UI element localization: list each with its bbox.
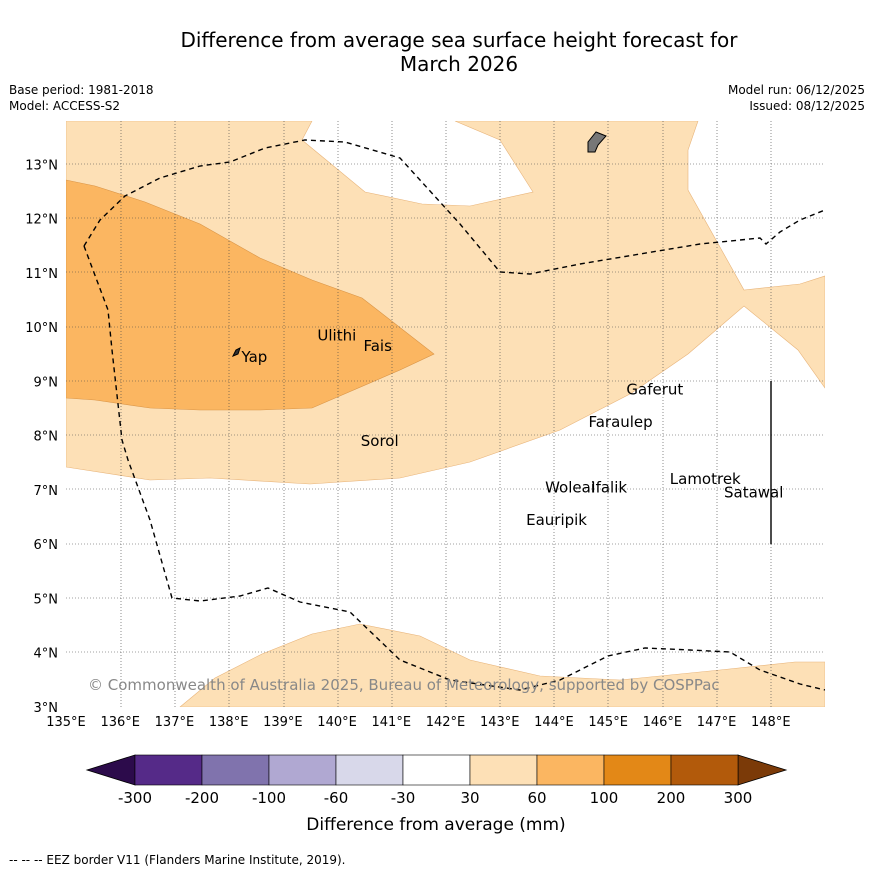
lon-tick-label: 147°E — [697, 715, 737, 730]
place-label-lamotrek: Lamotrek — [670, 470, 741, 488]
left-metadata: Base period: 1981-2018 Model: ACCESS-S2 — [9, 82, 154, 114]
longitude-tick-labels: 135°E 136°E 137°E 138°E 139°E 140°E 141°E 142°E… — [46, 715, 790, 730]
lon-tick-label: 139°E — [263, 715, 303, 730]
yap-island-shape — [231, 347, 241, 357]
right-metadata: Model run: 06/12/2025 Issued: 08/12/2025 — [728, 82, 865, 114]
colorbar-tick-label: 60 — [527, 789, 546, 807]
title-line-2: March 2026 — [399, 52, 519, 76]
lon-tick-label: 140°E — [317, 715, 357, 730]
chart-title: Difference from average sea surface heig… — [0, 28, 873, 76]
lat-tick-label: 6°N — [34, 538, 59, 553]
model-name: Model: ACCESS-S2 — [9, 99, 121, 113]
colorbar-tick-label: 30 — [460, 789, 479, 807]
lon-tick-label: 136°E — [100, 715, 140, 730]
lat-tick-label: 11°N — [25, 267, 58, 282]
colorbar-tick-label: -300 — [118, 789, 152, 807]
lon-tick-label: 142°E — [426, 715, 466, 730]
model-run: Model run: 06/12/2025 — [727, 83, 865, 97]
colorbar-tick-label: -30 — [391, 789, 416, 807]
anomaly-60-100-region — [66, 179, 435, 411]
lat-tick-label: 12°N — [25, 213, 58, 228]
place-label-fais: Fais — [363, 337, 392, 355]
colorbar-tick-label: -200 — [185, 789, 219, 807]
colorbar-segment — [603, 754, 672, 786]
colorbar-under-arrow — [85, 754, 136, 786]
colorbar-tick-label: 100 — [590, 789, 619, 807]
colorbar-segment — [536, 754, 605, 786]
colorbar-segment — [268, 754, 337, 786]
lon-tick-label: 148°E — [751, 715, 791, 730]
colorbar-tick-label: -60 — [324, 789, 349, 807]
colorbar-segment — [335, 754, 404, 786]
lon-tick-label: 138°E — [209, 715, 249, 730]
lon-tick-label: 141°E — [372, 715, 412, 730]
lat-tick-label: 9°N — [34, 375, 59, 390]
lat-tick-label: 8°N — [34, 430, 59, 445]
lat-tick-label: 10°N — [25, 321, 58, 336]
colorbar-label: Difference from average (mm) — [306, 815, 565, 835]
base-period: Base period: 1981-2018 — [9, 83, 154, 97]
place-label-yap: Yap — [240, 348, 267, 366]
place-label-satawal: Satawal — [724, 484, 783, 502]
latitude-tick-labels: 3°N 4°N 5°N 6°N 7°N 8°N 9°N 10°N 11°N 12°N 13°N — [25, 158, 58, 716]
place-label-eauripik: Eauripik — [526, 511, 587, 529]
place-label-ulithi: Ulithi — [317, 326, 356, 344]
colorbar-over-arrow — [737, 754, 788, 786]
colorbar-segment — [402, 754, 471, 786]
lat-tick-label: 7°N — [34, 484, 59, 499]
lon-tick-label: 135°E — [46, 715, 86, 730]
issued-date: Issued: 08/12/2025 — [749, 99, 865, 113]
map-gridlines — [66, 121, 825, 707]
title-line-1: Difference from average sea surface heig… — [180, 28, 738, 52]
lat-tick-label: 3°N — [34, 701, 59, 716]
place-label-sorol: Sorol — [361, 432, 399, 450]
map-area: © Commonwealth of Australia 2025, Bureau… — [66, 121, 825, 707]
eez-footnote: -- -- -- EEZ border V11 (Flanders Marine… — [9, 853, 346, 867]
lon-tick-label: 145°E — [588, 715, 628, 730]
guam-island-shape — [587, 131, 607, 153]
colorbar-tick-label: 300 — [724, 789, 753, 807]
place-labels: Yap Ulithi Fais Sorol Gaferut Faraulep WoleaiI… — [240, 326, 783, 528]
lat-tick-label: 5°N — [34, 592, 59, 607]
colorbar-segment — [469, 754, 538, 786]
place-label-ifalik: Ifalik — [591, 478, 627, 496]
copyright-text: © Commonwealth of Australia 2025, Bureau… — [88, 676, 720, 694]
lat-tick-label: 13°N — [25, 158, 58, 173]
lon-tick-label: 146°E — [643, 715, 683, 730]
colorbar-tick-label: -100 — [252, 789, 286, 807]
lon-tick-label: 137°E — [155, 715, 195, 730]
place-label-gaferut: Gaferut — [626, 381, 683, 399]
place-label-faraulep: Faraulep — [588, 413, 652, 431]
colorbar-segment — [670, 754, 739, 786]
lat-tick-label: 4°N — [34, 647, 59, 662]
lon-tick-label: 144°E — [534, 715, 574, 730]
place-label-woleai: Woleai — [545, 478, 595, 496]
colorbar-segment — [134, 754, 203, 786]
colorbar-tick-label: 200 — [657, 789, 686, 807]
lon-tick-label: 143°E — [480, 715, 520, 730]
colorbar-segment — [201, 754, 270, 786]
anomaly-30-60-south-region — [179, 623, 825, 707]
colorbar: -300 -200 -100 -60 -30 30 60 100 200 300 — [85, 754, 788, 807]
